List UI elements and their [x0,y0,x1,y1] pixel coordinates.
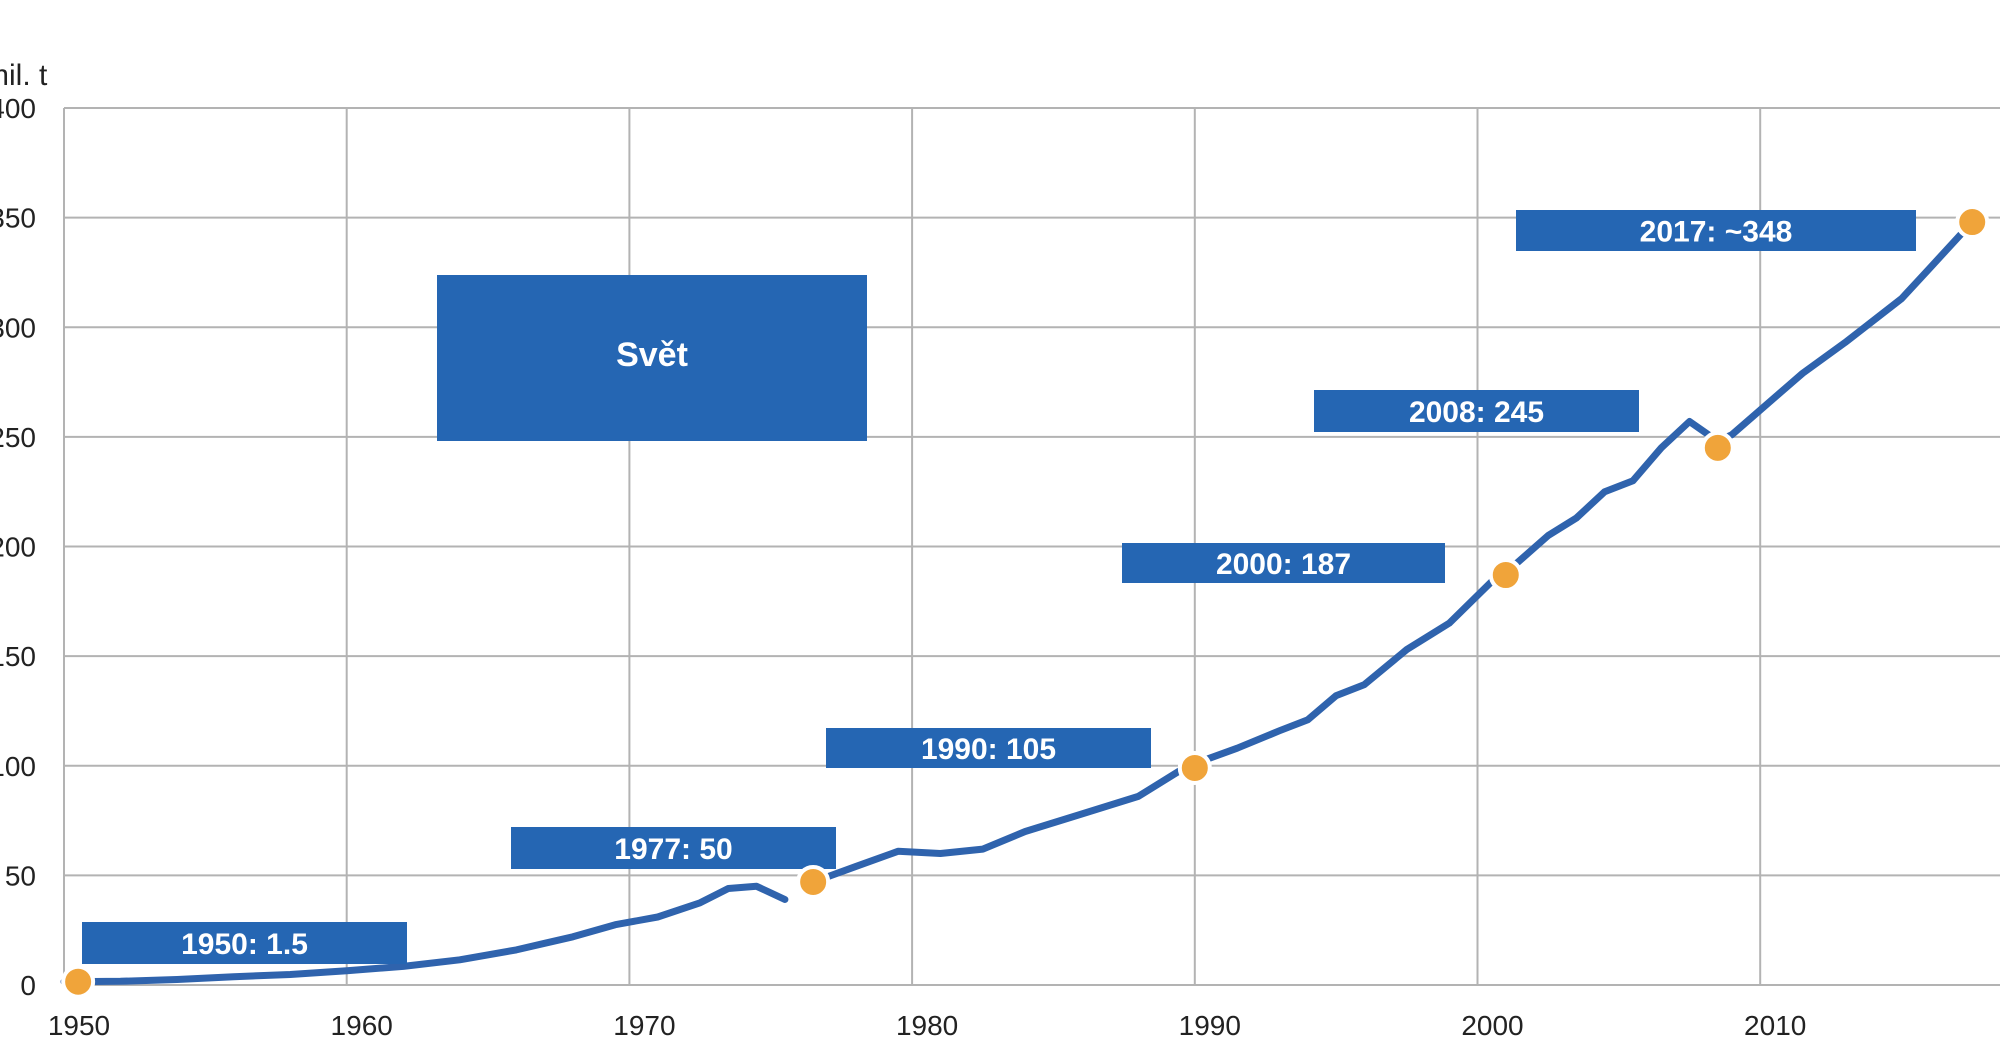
highlight-point [61,964,96,999]
series-layer [60,218,1976,986]
annotation-label: 1990: 105 [921,733,1056,766]
annotation-label: 2000: 187 [1216,548,1351,581]
x-tick-label: 2000 [1461,1010,1523,1041]
chart-title: Svět [616,336,688,374]
annotation-box [82,922,407,964]
highlight-point [1488,558,1523,593]
title-box: Svět [437,275,867,441]
marker-layer [61,205,1990,999]
highlight-point [1700,430,1735,465]
annotation-layer: 1950: 1.5 1977: 50 1990: 105 2000: 187 2008:… [82,210,1916,964]
highlight-point [1955,205,1990,240]
x-tick-label: 1980 [896,1010,958,1041]
y-tick-label: 350 [0,203,36,234]
y-tick-label: 0 [20,970,36,1001]
y-axis-unit-label: mil. t [0,59,48,92]
highlight-point [1177,750,1212,785]
y-tick-label: 300 [0,312,36,343]
axis-labels: mil. t [0,59,48,92]
highlight-point [796,864,831,899]
y-tick-label: 200 [0,532,36,563]
x-tick-label: 1950 [48,1010,110,1041]
annotation-box [1314,390,1639,432]
x-tick-label: 2010 [1744,1010,1806,1041]
chart-grid: 0 50 100 150 200 250 300 350 400 1950 1960 1970 1980… [0,93,2000,1041]
y-tick-label: 400 [0,93,36,124]
annotation-label: 1977: 50 [614,833,732,866]
annotation-box [511,827,836,869]
annotation-label: 1950: 1.5 [181,928,308,961]
y-tick-label: 100 [0,751,36,782]
y-tick-label: 150 [0,641,36,672]
annotation-box [1122,543,1445,583]
title-background [437,275,867,441]
annotation-box [1516,210,1916,251]
annotation-label: 2008: 245 [1409,396,1544,429]
annotation-box [826,728,1151,768]
y-tick-label: 50 [5,860,36,891]
x-tick-label: 1970 [613,1010,675,1041]
annotation-label: 2017: ~348 [1640,216,1793,249]
x-tick-label: 1990 [1179,1010,1241,1041]
x-tick-label: 1960 [331,1010,393,1041]
series-line [60,882,789,986]
y-tick-label: 250 [0,422,36,453]
